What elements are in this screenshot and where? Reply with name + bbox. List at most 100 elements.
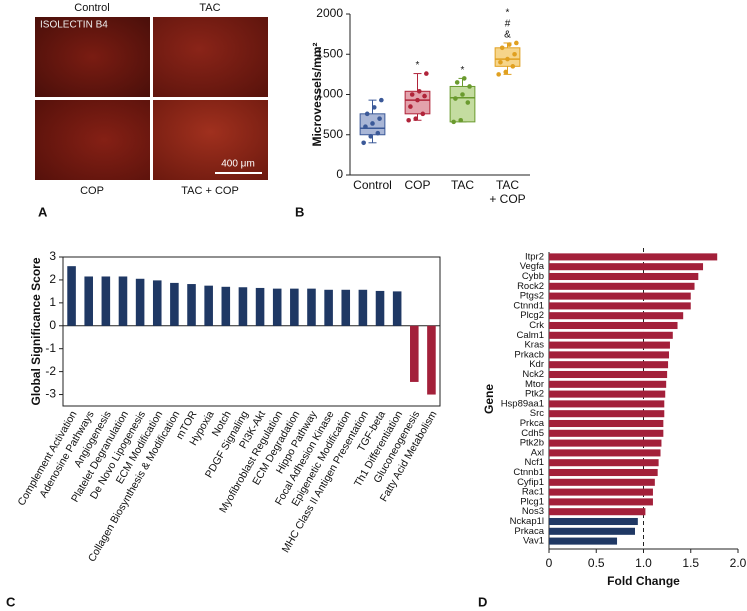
bar	[101, 276, 111, 326]
data-point	[461, 76, 467, 81]
data-point	[454, 80, 460, 85]
x-tick-label: TAC + COP	[489, 178, 525, 206]
significance-marker: *	[461, 65, 465, 76]
bar	[549, 498, 653, 506]
bar	[549, 370, 668, 379]
x-tick-label: Control	[353, 178, 392, 192]
data-point	[416, 88, 422, 94]
x-tick-label: COP	[404, 178, 430, 192]
y-tick-label: Ptgs2	[520, 291, 544, 302]
data-point	[422, 93, 427, 99]
panel-label: B	[295, 204, 304, 219]
y-tick-label: Nckap1l	[510, 516, 544, 527]
bar	[549, 439, 662, 447]
y-tick-label: Calm1	[517, 330, 544, 341]
data-point	[505, 56, 510, 62]
data-point	[512, 51, 517, 57]
bar	[549, 459, 659, 467]
y-tick-label: 0	[49, 318, 56, 332]
y-tick-label: Vegfa	[520, 261, 545, 272]
y-axis-label: Global Significance Score	[29, 257, 43, 405]
y-tick-label: Mtor	[525, 379, 544, 390]
panel-label: A	[38, 204, 48, 219]
bar	[135, 278, 145, 326]
data-point	[453, 96, 458, 101]
bar	[549, 282, 695, 290]
stain-label: ISOLECTIN B4	[40, 20, 108, 31]
condition-label: TAC + COP	[181, 185, 239, 197]
panel-label: C	[6, 594, 16, 609]
bar	[549, 478, 655, 486]
y-tick-label: -3	[45, 387, 56, 401]
data-point	[375, 130, 381, 136]
y-tick-label: Hsp89aa1	[501, 398, 544, 409]
bar	[549, 449, 661, 457]
data-point	[496, 72, 501, 77]
y-tick-label: Vav1	[523, 536, 544, 547]
significance-marker: #	[505, 19, 511, 30]
data-point	[363, 124, 368, 129]
bar	[549, 351, 670, 359]
significance-marker: *	[416, 60, 420, 71]
data-point	[498, 60, 503, 65]
bar	[84, 276, 93, 326]
data-point	[465, 100, 471, 105]
bar	[118, 276, 128, 326]
y-tick-label: 3	[49, 249, 56, 263]
y-tick-label: 1500	[316, 46, 343, 60]
data-point	[514, 40, 519, 46]
data-point	[451, 119, 456, 125]
bar	[549, 537, 618, 545]
y-tick-label: 500	[323, 127, 343, 141]
micrograph-cop	[35, 100, 150, 180]
y-tick-label: Axl	[531, 447, 544, 458]
bar	[549, 419, 664, 428]
y-tick-label: Plcg2	[520, 310, 544, 321]
data-point	[364, 111, 370, 117]
bar	[272, 288, 282, 326]
x-tick-label: 2.0	[730, 556, 747, 570]
bar	[255, 287, 265, 326]
data-point	[458, 117, 464, 123]
x-tick-label: 0	[546, 556, 553, 570]
bar	[427, 325, 436, 395]
panel-label: D	[478, 594, 487, 609]
bar	[152, 280, 162, 326]
significance-marker: *	[506, 8, 510, 19]
bar	[549, 302, 691, 310]
data-point	[408, 104, 413, 109]
y-tick-label: Prkaca	[514, 526, 544, 537]
data-point	[467, 84, 472, 89]
bar	[358, 289, 368, 326]
bar	[549, 429, 664, 437]
y-tick-label: Kdr	[529, 359, 544, 370]
bar	[549, 400, 665, 408]
data-point	[424, 71, 429, 76]
plot-frame	[62, 256, 441, 407]
y-tick-label: Cybb	[522, 271, 544, 282]
bar	[67, 266, 76, 326]
bar	[170, 282, 179, 326]
y-tick-label: Rac1	[522, 487, 544, 498]
data-point	[379, 97, 384, 103]
data-point	[420, 111, 426, 117]
x-tick-label: TAC	[451, 178, 474, 192]
data-point	[406, 117, 411, 123]
y-axis-label: Gene	[482, 384, 496, 414]
bar	[392, 291, 402, 326]
data-point	[413, 116, 419, 121]
y-tick-label: 2	[49, 272, 56, 286]
bar	[549, 321, 678, 330]
bar	[549, 410, 665, 418]
bar	[549, 263, 704, 271]
data-point	[415, 97, 420, 103]
micrograph-tac	[153, 17, 268, 97]
bar	[221, 286, 231, 326]
data-point	[370, 121, 375, 126]
bar	[549, 331, 673, 339]
y-tick-label: Ncf1	[524, 457, 544, 468]
bar	[549, 341, 670, 349]
bar	[187, 284, 196, 326]
bar	[238, 287, 248, 326]
